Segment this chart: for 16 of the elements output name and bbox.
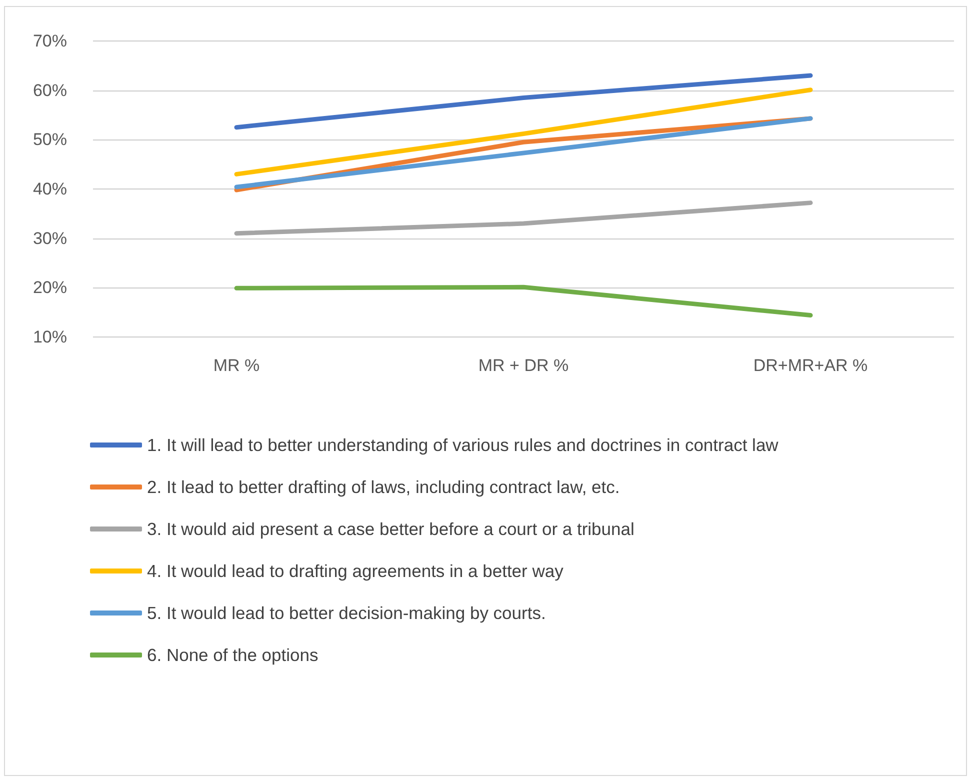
legend-label: 2. It lead to better drafting of laws, including contract law, etc. [147, 477, 620, 497]
x-tick-label: MR + DR % [478, 356, 569, 375]
legend-label: 3. It would aid present a case better before a court or a tribunal [147, 519, 634, 539]
legend-label: 4. It would lead to drafting agreements in a better way [147, 561, 564, 581]
legend-label: 1. It will lead to better understanding of various rules and doctrines in contract law [147, 435, 779, 455]
y-tick-label: 20% [32, 278, 67, 298]
legend-label: 6. None of the options [147, 645, 318, 665]
y-tick-label: 40% [32, 180, 67, 198]
x-tick-label: DR+MR+AR % [753, 356, 868, 375]
x-tick-label: MR % [213, 356, 260, 375]
y-tick-label: 30% [32, 228, 67, 248]
y-tick-label: 10% [32, 328, 67, 346]
legend-label: 5. It would lead to better decision-making by courts. [147, 603, 546, 623]
y-tick-label: 60% [32, 80, 67, 100]
y-tick-label: 70% [32, 32, 67, 50]
y-tick-label: 50% [32, 130, 67, 150]
